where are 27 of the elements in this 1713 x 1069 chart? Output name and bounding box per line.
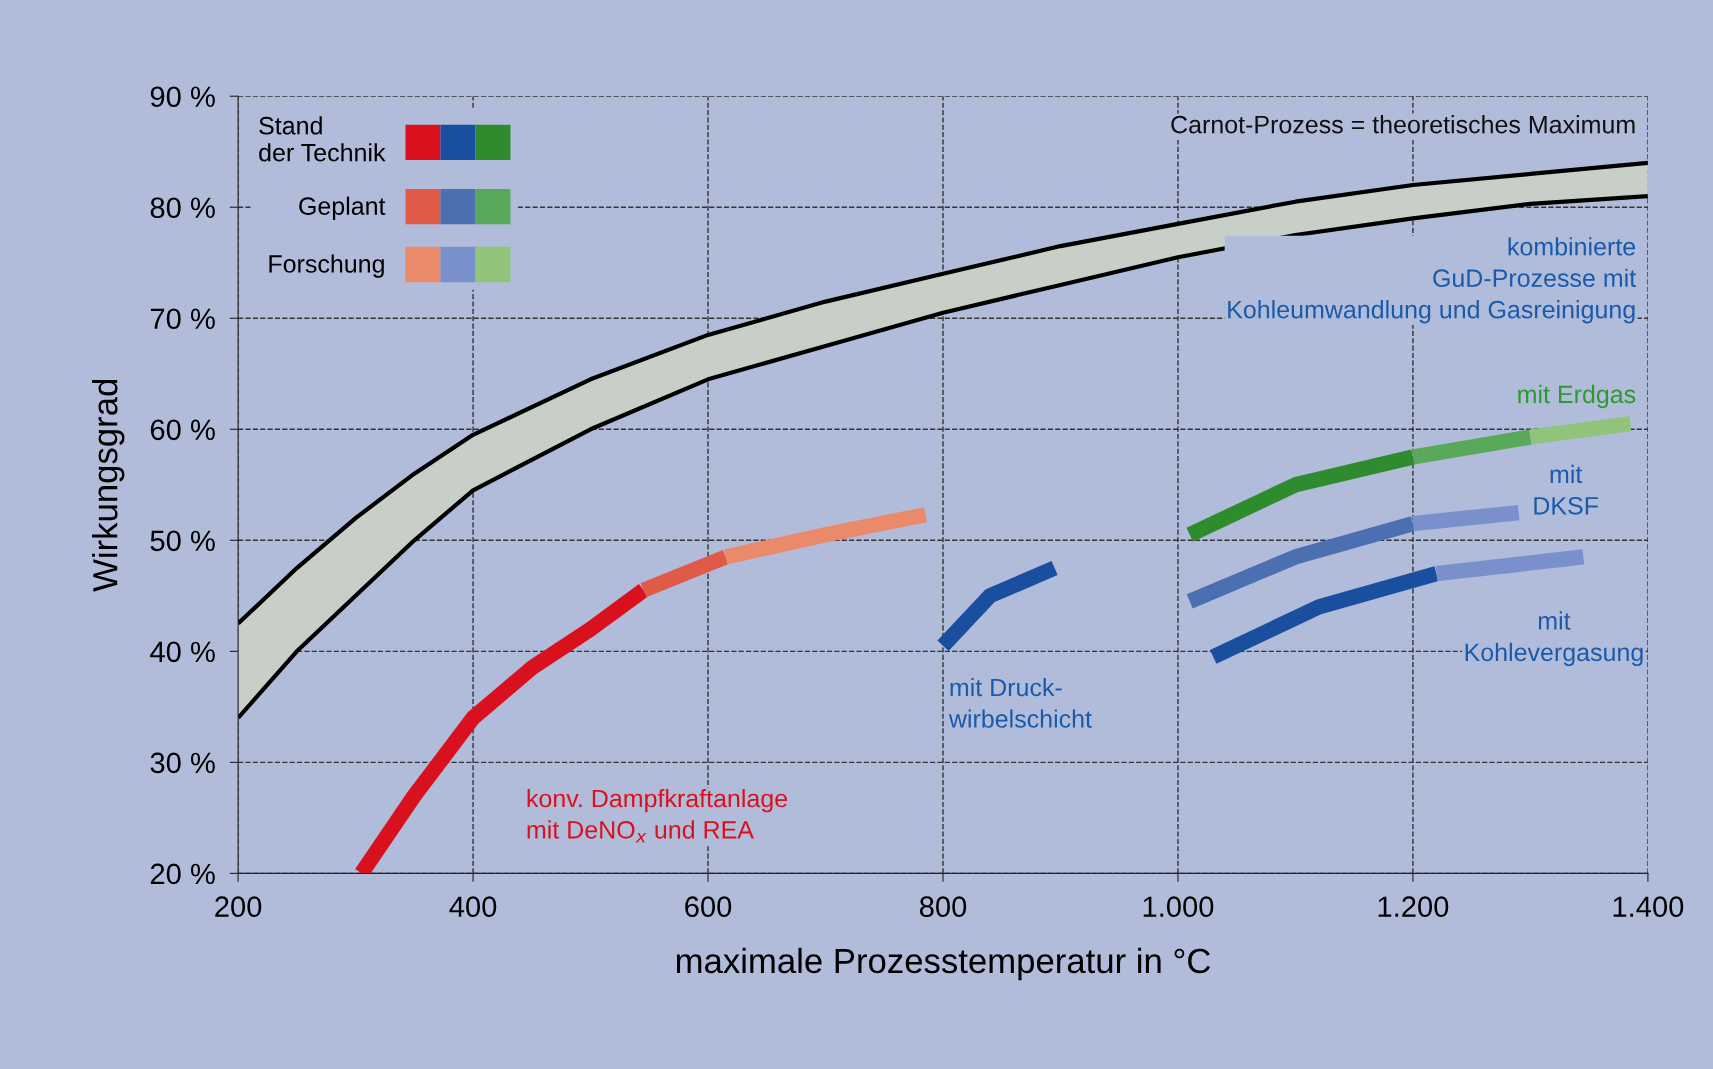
annotation: Carnot-Prozess = theoretisches Maximum [1171,115,1635,134]
x-tick-label: 200 [215,896,262,918]
y-tick-label: 40 % [150,641,215,663]
y-tick-label: 90 % [150,86,215,108]
annotation: mit Kohlevergasung [1465,611,1643,667]
y-tick-label: 20 % [150,863,215,885]
y-tick-label: 60 % [150,419,215,441]
x-tick-label: 600 [685,896,732,918]
legend-label: Geplant [299,196,386,220]
y-tick-label: 80 % [150,197,215,219]
x-tick-label: 400 [449,896,497,918]
x-axis-title: maximale Prozesstemperatur in °C [676,947,1211,981]
x-tick-label: 1.400 [1613,896,1684,918]
annotation: konv. Dampfkraftanlage mit DeNO$_{x}$ und REA [527,789,788,843]
y-axis-title: Wirkungsgrad [92,379,125,592]
annotation: mit DKSF [1534,464,1598,515]
annotation: mit Erdgas [1518,384,1636,409]
y-tick-label: 70 % [150,308,215,330]
annotation: kombinierte GuD-Prozesse mit Kohleumwandlung und Gasreinigung [1228,237,1636,324]
annotation: mit Druck- wirbelschicht [948,677,1092,728]
legend-label: Forschung [269,254,384,278]
legend-label: Stand der Technik [259,116,386,162]
y-tick-label: 30 % [150,752,215,774]
x-tick-label: 1.000 [1143,896,1214,918]
y-tick-label: 50 % [150,530,215,552]
x-tick-label: 800 [919,896,967,918]
x-tick-label: 1.200 [1378,896,1449,918]
